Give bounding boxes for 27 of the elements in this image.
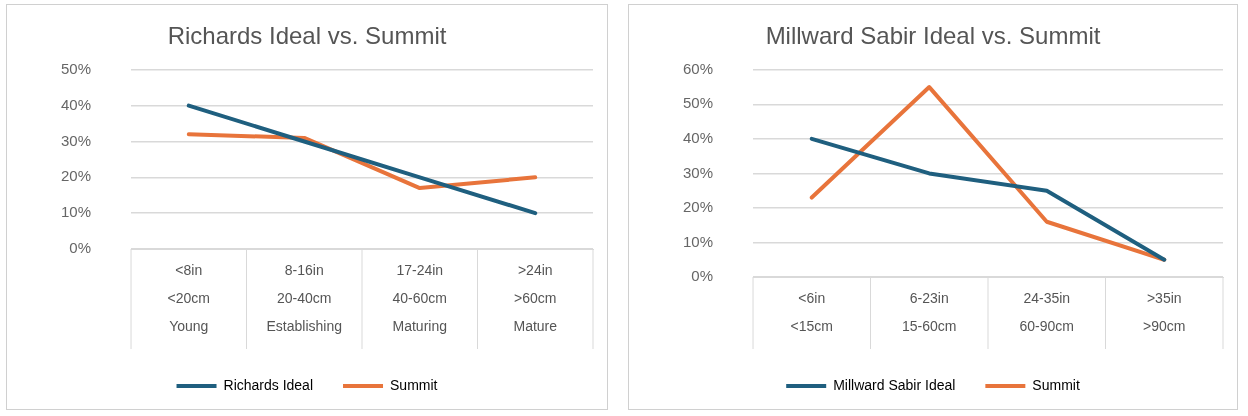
y-tick-label: 40% xyxy=(682,129,714,147)
y-tick-label: 10% xyxy=(60,203,92,221)
y-tick-label: 40% xyxy=(60,95,92,113)
chart-title: Richards Ideal vs. Summit xyxy=(167,22,447,50)
y-tick-label: 0% xyxy=(69,239,92,257)
x-tick-label: <8in <20cm Young xyxy=(167,261,210,334)
y-tick-label: 50% xyxy=(60,59,92,77)
y-tick-label: 10% xyxy=(682,232,714,250)
legend-label: Summit xyxy=(1032,376,1080,393)
y-tick-label: 50% xyxy=(682,94,714,112)
y-tick-label: 30% xyxy=(682,163,714,181)
x-tick-label: 8-16in 20-40cm Establishing xyxy=(266,261,343,334)
legend-label: Summit xyxy=(390,376,438,393)
legend-label: Richards Ideal xyxy=(223,376,314,393)
y-tick-label: 20% xyxy=(60,167,92,185)
x-tick-label: <6in <15cm xyxy=(790,289,833,334)
x-tick-label: 17-24in 40-60cm Maturing xyxy=(392,261,447,334)
x-tick-label: 24-35in 60-90cm xyxy=(1019,289,1074,334)
y-tick-label: 60% xyxy=(682,59,714,77)
y-tick-label: 0% xyxy=(691,267,714,285)
x-tick-label: 6-23in 15-60cm xyxy=(902,289,957,334)
legend-label: Millward Sabir Ideal xyxy=(833,376,956,393)
x-tick-label: >24in >60cm Mature xyxy=(513,261,558,334)
y-tick-label: 20% xyxy=(682,198,714,216)
x-tick-label: >35in >90cm xyxy=(1143,289,1186,334)
chart-title: Millward Sabir Ideal vs. Summit xyxy=(765,22,1101,50)
y-tick-label: 30% xyxy=(60,131,92,149)
